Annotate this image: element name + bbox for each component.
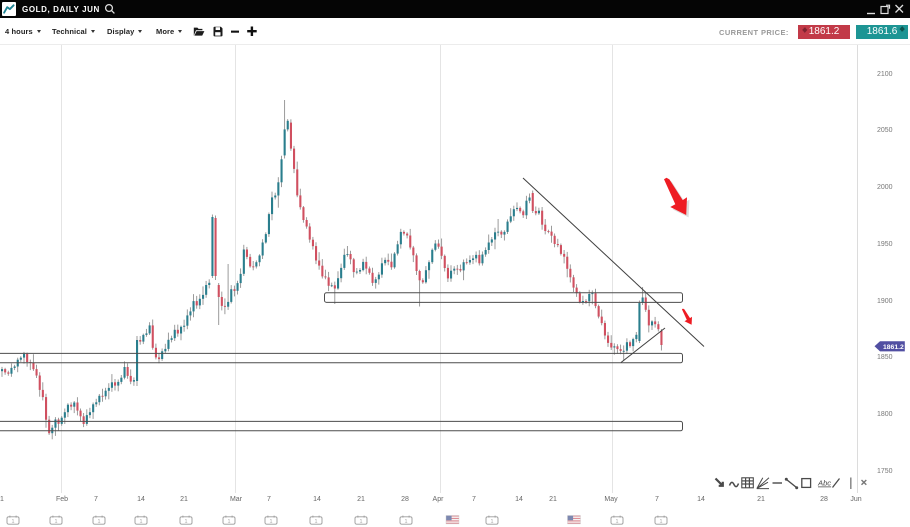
svg-text:1: 1 xyxy=(140,519,143,525)
svg-text:1: 1 xyxy=(270,519,273,525)
svg-text:Abc: Abc xyxy=(817,479,831,488)
svg-text:1: 1 xyxy=(228,519,231,525)
svg-text:1: 1 xyxy=(405,519,408,525)
svg-text:1: 1 xyxy=(315,519,318,525)
svg-text:1: 1 xyxy=(185,519,188,525)
svg-text:1: 1 xyxy=(12,519,15,525)
svg-text:1: 1 xyxy=(98,519,101,525)
svg-text:1: 1 xyxy=(55,519,58,525)
svg-text:1: 1 xyxy=(360,519,363,525)
svg-text:1: 1 xyxy=(616,519,619,525)
svg-text:1861.2: 1861.2 xyxy=(883,344,904,351)
svg-text:1: 1 xyxy=(660,519,663,525)
svg-text:1: 1 xyxy=(491,519,494,525)
